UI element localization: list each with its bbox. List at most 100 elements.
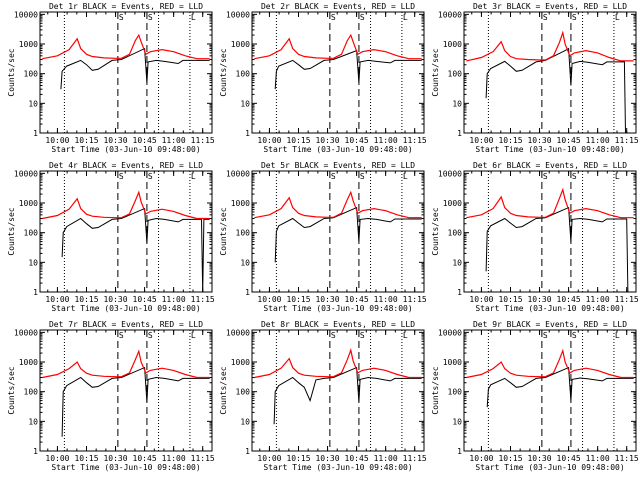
panel-det-2: Det 2r BLACK = Events, RED = LLD S S L 1 10 10… bbox=[219, 2, 427, 154]
x-tick-label: 10:15 bbox=[74, 295, 98, 304]
plot-frame bbox=[39, 170, 213, 293]
series-line-lld bbox=[42, 349, 210, 379]
top-marker-S: S bbox=[572, 331, 577, 340]
y-axis-label: Counts/sec bbox=[219, 48, 228, 96]
panel-title: Det 4r BLACK = Events, RED = LLD bbox=[49, 161, 203, 170]
plot-frame bbox=[251, 11, 425, 134]
x-tick-label: 10:30 bbox=[103, 454, 127, 463]
series-line-lld bbox=[466, 30, 634, 62]
series-line-events bbox=[61, 366, 210, 437]
y-tick-label: 10 bbox=[240, 258, 250, 267]
plot-frame bbox=[463, 329, 637, 452]
x-tick-label: 10:45 bbox=[345, 295, 369, 304]
x-tick-label: 10:30 bbox=[103, 136, 127, 145]
panel-title: Det 6r BLACK = Events, RED = LLD bbox=[473, 161, 627, 170]
y-tick-label: 1000 bbox=[443, 199, 462, 208]
x-tick-label: 11:15 bbox=[615, 136, 639, 145]
x-tick-label: 10:15 bbox=[74, 136, 98, 145]
series-line-events bbox=[485, 47, 626, 134]
x-tick-label: 10:15 bbox=[286, 136, 310, 145]
x-tick-label: 11:00 bbox=[374, 136, 398, 145]
x-tick-label: 10:30 bbox=[315, 454, 339, 463]
y-tick-label: 100 bbox=[448, 229, 463, 238]
y-tick-label: 1000 bbox=[19, 358, 38, 367]
plot-frame bbox=[39, 329, 213, 452]
y-tick-label: 1000 bbox=[231, 199, 250, 208]
y-tick-label: 1 bbox=[245, 447, 250, 456]
x-tick-label: 10:00 bbox=[469, 454, 493, 463]
x-tick-label: 10:00 bbox=[469, 295, 493, 304]
y-tick-label: 100 bbox=[448, 70, 463, 79]
x-tick-label: 10:00 bbox=[45, 295, 69, 304]
x-tick-label: 10:15 bbox=[498, 136, 522, 145]
y-tick-label: 1000 bbox=[443, 40, 462, 49]
x-tick-label: 10:00 bbox=[45, 136, 69, 145]
top-marker-S: S bbox=[543, 172, 548, 181]
series-line-events bbox=[273, 366, 422, 425]
series-line-lld bbox=[254, 348, 422, 379]
x-axis-label: Start Time (03-Jun-10 09:48:00) bbox=[51, 463, 200, 472]
y-axis-label: Counts/sec bbox=[219, 366, 228, 414]
y-tick-label: 1000 bbox=[19, 199, 38, 208]
y-tick-label: 10 bbox=[452, 258, 462, 267]
top-marker-L: L bbox=[191, 331, 196, 340]
top-marker-L: L bbox=[403, 331, 408, 340]
series-line-lld bbox=[254, 33, 422, 60]
y-tick-label: 1000 bbox=[443, 358, 462, 367]
y-tick-label: 100 bbox=[24, 388, 39, 397]
y-tick-label: 100 bbox=[236, 70, 251, 79]
top-marker-S: S bbox=[360, 13, 365, 22]
y-tick-label: 1000 bbox=[19, 40, 38, 49]
panel-det-6: Det 6r BLACK = Events, RED = LLD S S L 1 10 10… bbox=[431, 161, 639, 313]
top-marker-S: S bbox=[543, 13, 548, 22]
y-tick-label: 100 bbox=[24, 70, 39, 79]
top-marker-L: L bbox=[191, 13, 196, 22]
top-marker-S: S bbox=[148, 13, 153, 22]
x-tick-label: 10:30 bbox=[315, 295, 339, 304]
x-tick-label: 11:15 bbox=[615, 454, 639, 463]
series-line-events bbox=[486, 366, 634, 408]
x-tick-label: 10:00 bbox=[257, 136, 281, 145]
y-tick-label: 10 bbox=[452, 417, 462, 426]
x-tick-label: 10:45 bbox=[133, 295, 157, 304]
y-tick-label: 10 bbox=[28, 99, 38, 108]
y-axis-label: Counts/sec bbox=[7, 366, 16, 414]
x-tick-label: 11:00 bbox=[162, 136, 186, 145]
x-axis-label: Start Time (03-Jun-10 09:48:00) bbox=[51, 304, 200, 313]
y-tick-label: 10000 bbox=[226, 10, 250, 19]
panel-det-5: Det 5r BLACK = Events, RED = LLD S S L 1 10 10… bbox=[219, 161, 427, 313]
x-tick-label: 11:00 bbox=[374, 295, 398, 304]
plot-frame bbox=[39, 11, 213, 134]
y-tick-label: 1 bbox=[33, 447, 38, 456]
y-tick-label: 100 bbox=[24, 229, 39, 238]
x-axis-label: Start Time (03-Jun-10 09:48:00) bbox=[475, 145, 624, 154]
top-marker-L: L bbox=[615, 13, 620, 22]
y-tick-label: 100 bbox=[236, 229, 251, 238]
plot-frame bbox=[251, 329, 425, 452]
panel-det-9: Det 9r BLACK = Events, RED = LLD S S L 1 10 10… bbox=[431, 320, 639, 472]
top-marker-S: S bbox=[119, 331, 124, 340]
panel-title: Det 1r BLACK = Events, RED = LLD bbox=[49, 2, 203, 11]
y-axis-label: Counts/sec bbox=[219, 207, 228, 255]
x-tick-label: 11:15 bbox=[191, 295, 215, 304]
x-tick-label: 10:30 bbox=[527, 136, 551, 145]
series-line-lld bbox=[42, 190, 210, 220]
x-tick-label: 10:30 bbox=[315, 136, 339, 145]
top-marker-S: S bbox=[148, 331, 153, 340]
panel-title: Det 7r BLACK = Events, RED = LLD bbox=[49, 320, 203, 329]
y-tick-label: 1 bbox=[33, 288, 38, 297]
x-tick-label: 11:00 bbox=[374, 454, 398, 463]
x-tick-label: 10:15 bbox=[498, 295, 522, 304]
x-tick-label: 10:15 bbox=[286, 454, 310, 463]
x-tick-label: 10:15 bbox=[74, 454, 98, 463]
y-tick-label: 1 bbox=[457, 447, 462, 456]
top-marker-S: S bbox=[572, 13, 577, 22]
y-tick-label: 10 bbox=[240, 417, 250, 426]
panel-det-7: Det 7r BLACK = Events, RED = LLD S S L 1 10 10… bbox=[7, 320, 215, 472]
y-tick-label: 10 bbox=[28, 258, 38, 267]
series-line-events bbox=[60, 47, 210, 90]
top-marker-L: L bbox=[615, 331, 620, 340]
x-tick-label: 11:15 bbox=[191, 454, 215, 463]
y-tick-label: 10 bbox=[28, 417, 38, 426]
x-tick-label: 11:00 bbox=[162, 295, 186, 304]
